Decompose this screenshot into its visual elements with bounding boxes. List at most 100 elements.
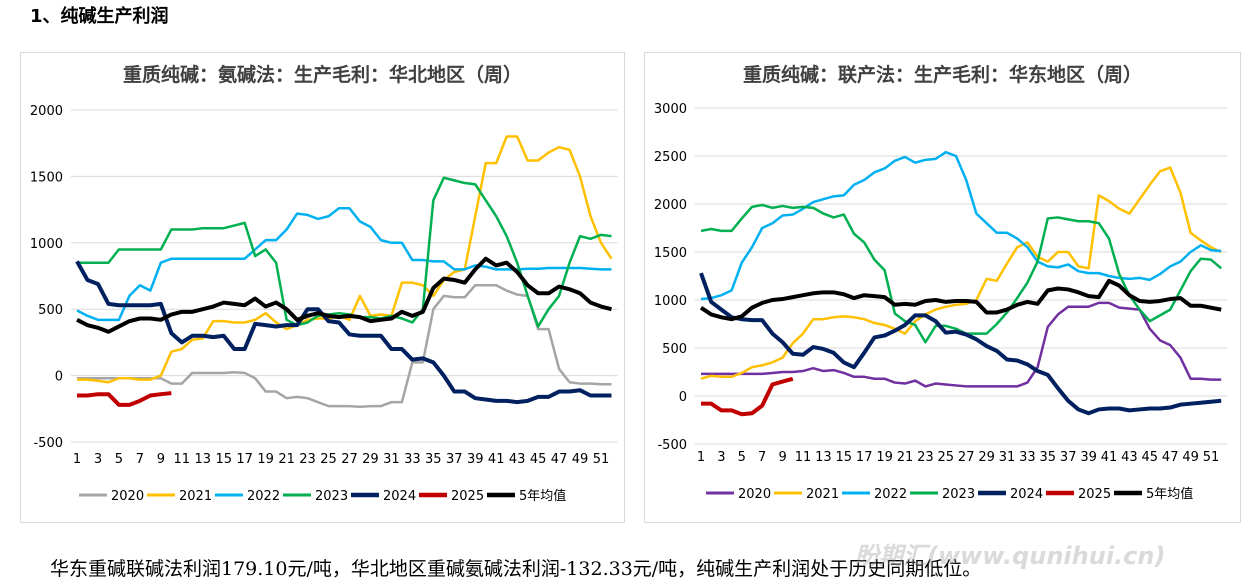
series-line	[701, 301, 1222, 388]
series-line	[700, 150, 1222, 301]
x-tick-label: 37	[446, 452, 463, 467]
heading: 1、纯碱生产利润	[30, 6, 169, 27]
x-tick-label: 1	[73, 452, 81, 467]
y-tick-label: 1000	[30, 237, 63, 252]
series-line	[700, 166, 1222, 380]
x-tick-label: 17	[856, 450, 873, 465]
series-line	[76, 256, 612, 334]
series-line	[75, 260, 612, 405]
legend-label: 2024	[383, 489, 416, 504]
x-tick-label: 1	[697, 450, 705, 465]
x-tick-label: 21	[897, 450, 914, 465]
legend-label: 2021	[806, 487, 839, 502]
series-line	[77, 391, 172, 407]
x-tick-label: 51	[1203, 450, 1220, 465]
x-tick-label: 35	[425, 452, 442, 467]
x-tick-label: 11	[174, 452, 191, 467]
x-tick-label: 49	[1182, 450, 1199, 465]
x-tick-label: 29	[978, 450, 995, 465]
x-tick-label: 31	[999, 450, 1016, 465]
series-line	[699, 278, 1222, 322]
x-tick-label: 35	[1040, 450, 1057, 465]
legend-label: 2021	[179, 489, 212, 504]
x-tick-label: 19	[876, 450, 893, 465]
x-tick-label: 5	[738, 450, 746, 465]
x-tick-label: 3	[94, 452, 102, 467]
x-tick-label: 9	[157, 452, 165, 467]
chart-panel: 重质纯碱：氨碱法：生产毛利：华北地区（周） -500 0 500 1000 1500 200…	[20, 52, 625, 523]
x-tick-label: 39	[467, 452, 484, 467]
y-tick-label: 2000	[654, 198, 687, 213]
x-tick-label: 5	[115, 452, 123, 467]
legend-label: 2024	[1010, 487, 1043, 502]
legend-label: 5年均值	[1146, 486, 1193, 502]
x-tick-label: 39	[1080, 450, 1097, 465]
x-tick-label: 51	[593, 452, 610, 467]
x-tick-label: 7	[136, 452, 144, 467]
x-tick-label: 27	[341, 452, 358, 467]
legend-label: 2025	[1078, 487, 1111, 502]
x-tick-label: 29	[362, 452, 379, 467]
x-tick-label: 47	[1162, 450, 1179, 465]
chart: 重质纯碱：联产法：生产毛利：华东地区（周） -500 0 500 1000 1500 200…	[654, 63, 1228, 502]
x-tick-label: 45	[530, 452, 547, 467]
x-tick-label: 33	[1019, 450, 1036, 465]
series-line	[700, 203, 1223, 344]
legend-label: 2023	[942, 487, 975, 502]
x-tick-label: 13	[815, 450, 832, 465]
x-tick-label: 25	[320, 452, 337, 467]
series-line	[76, 207, 612, 322]
chart: 重质纯碱：氨碱法：生产毛利：华北地区（周） -500 0 500 1000 1500 200…	[30, 63, 618, 504]
y-tick-label: 3000	[654, 102, 687, 117]
x-tick-label: 25	[938, 450, 955, 465]
x-tick-label: 37	[1060, 450, 1077, 465]
y-tick-label: -500	[657, 438, 687, 453]
legend-label: 5年均值	[519, 488, 566, 504]
y-tick-label: 1500	[654, 246, 687, 261]
x-tick-label: 15	[215, 452, 232, 467]
chart-panel: 重质纯碱：联产法：生产毛利：华东地区（周） -500 0 500 1000 1500 200…	[644, 52, 1241, 523]
x-tick-label: 45	[1142, 450, 1159, 465]
x-tick-label: 21	[278, 452, 295, 467]
y-tick-label: 1000	[654, 294, 687, 309]
summary: 华东重碱联碱法利润179.10元/吨，华北地区重碱氨碱法利润-132.33元/吨…	[50, 558, 982, 580]
x-tick-label: 9	[778, 450, 786, 465]
y-tick-label: 500	[662, 342, 687, 357]
x-tick-label: 41	[488, 452, 505, 467]
series-line	[77, 135, 613, 384]
x-tick-label: 47	[551, 452, 568, 467]
legend-label: 2022	[874, 487, 907, 502]
x-tick-label: 7	[758, 450, 766, 465]
y-tick-label: 0	[55, 370, 63, 385]
y-tick-label: 500	[38, 303, 63, 318]
x-tick-label: 17	[236, 452, 253, 467]
chart-title: 重质纯碱：联产法：生产毛利：华东地区（周）	[743, 63, 1142, 86]
x-tick-label: 3	[717, 450, 725, 465]
x-tick-label: 27	[958, 450, 975, 465]
x-tick-label: 31	[383, 452, 400, 467]
x-tick-label: 15	[836, 450, 853, 465]
x-tick-label: 43	[509, 452, 526, 467]
x-tick-label: 13	[194, 452, 211, 467]
series-line	[77, 284, 612, 409]
x-tick-label: 23	[917, 450, 934, 465]
x-tick-label: 33	[404, 452, 421, 467]
x-tick-label: 49	[572, 452, 589, 467]
y-tick-label: -500	[33, 436, 63, 451]
x-tick-label: 41	[1101, 450, 1118, 465]
y-tick-label: 0	[679, 390, 687, 405]
legend-label: 2020	[738, 487, 771, 502]
series-line	[701, 376, 794, 417]
x-tick-label: 11	[795, 450, 812, 465]
legend-label: 2023	[315, 489, 348, 504]
series-line	[699, 272, 1222, 416]
legend-label: 2025	[451, 489, 484, 504]
chart-title: 重质纯碱：氨碱法：生产毛利：华北地区（周）	[123, 63, 522, 86]
x-tick-label: 19	[257, 452, 274, 467]
y-tick-label: 1500	[30, 170, 63, 185]
watermark: 盼期汇(www.qunihui.cn)	[855, 542, 1166, 570]
x-tick-label: 23	[299, 452, 316, 467]
legend-label: 2022	[247, 489, 280, 504]
legend-label: 2020	[111, 489, 144, 504]
